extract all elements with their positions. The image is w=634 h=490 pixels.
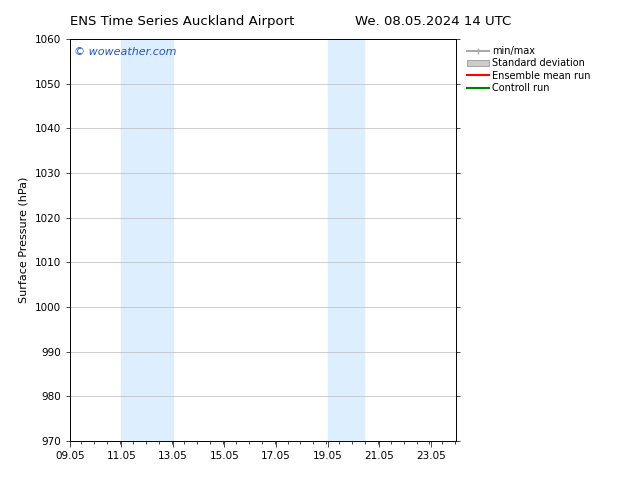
Text: We. 08.05.2024 14 UTC: We. 08.05.2024 14 UTC bbox=[355, 15, 511, 28]
Y-axis label: Surface Pressure (hPa): Surface Pressure (hPa) bbox=[19, 177, 29, 303]
Legend: min/max, Standard deviation, Ensemble mean run, Controll run: min/max, Standard deviation, Ensemble me… bbox=[465, 44, 593, 95]
Text: ENS Time Series Auckland Airport: ENS Time Series Auckland Airport bbox=[70, 15, 294, 28]
Text: © woweather.com: © woweather.com bbox=[74, 47, 176, 57]
Bar bbox=[121, 39, 173, 441]
Bar bbox=[328, 39, 364, 441]
